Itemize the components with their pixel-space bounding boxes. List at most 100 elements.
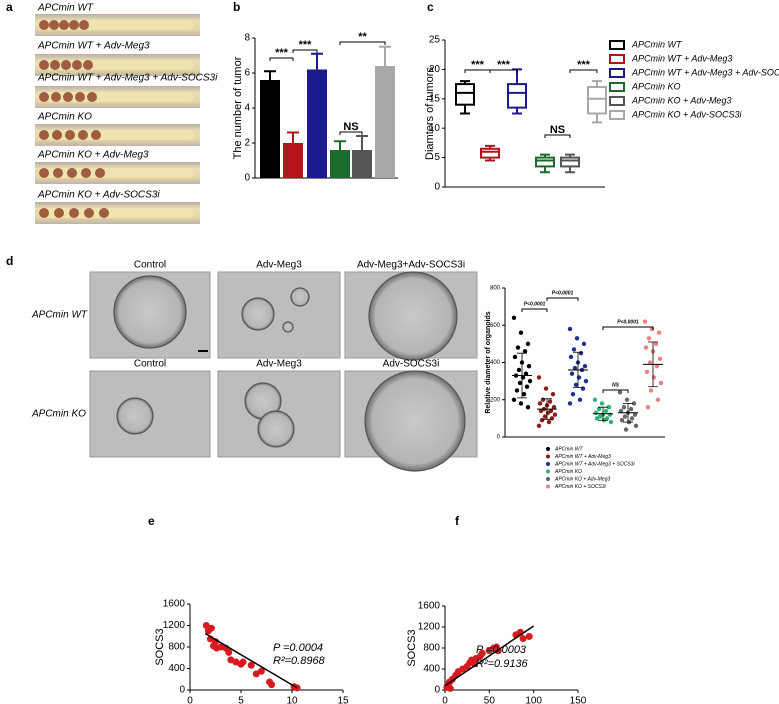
y-tick-label: 200 — [490, 397, 501, 403]
legend-label: APCmin WT — [554, 446, 583, 452]
point — [582, 364, 588, 369]
bar — [330, 150, 350, 178]
tumor-spot — [84, 208, 94, 218]
fit-line — [444, 625, 535, 687]
point — [617, 390, 623, 395]
error-bar — [334, 140, 346, 150]
stat-label: P =0.0003 — [476, 644, 527, 656]
point — [478, 649, 486, 657]
photo-label: APCmin WT + Adv-Meg3 + Adv-SOCS3i — [37, 73, 218, 84]
point — [644, 369, 650, 375]
box — [535, 156, 555, 168]
row-label: APCmin WT — [31, 310, 88, 321]
point — [518, 401, 524, 406]
point — [621, 405, 627, 410]
point — [568, 354, 574, 360]
point — [622, 414, 628, 419]
point — [524, 384, 530, 389]
y-tick-label: 2 — [244, 138, 250, 149]
organoid — [116, 397, 154, 435]
significance-label: *** — [275, 47, 289, 59]
photo-label: APCmin KO — [37, 112, 92, 123]
legend-label: APCmin KO — [554, 469, 582, 475]
stat-label: R²=0.8968 — [273, 655, 326, 667]
x-tick-label: 0 — [187, 696, 193, 704]
point — [540, 397, 546, 402]
significance-label: P<0.0001 — [617, 319, 639, 325]
point — [658, 380, 664, 386]
sd-bar — [517, 352, 527, 399]
tumor-spot — [95, 168, 105, 178]
legend-swatch — [546, 447, 550, 451]
tumor-spot — [39, 20, 49, 30]
point — [651, 375, 657, 380]
legend-swatch — [546, 477, 550, 481]
point — [519, 635, 527, 643]
tumor-spot — [81, 168, 91, 178]
point — [539, 418, 545, 423]
point — [603, 408, 609, 414]
legend-label: APCmin KO + Adv-Meg3 — [554, 476, 610, 482]
legend-label: APCmin WT — [631, 39, 683, 49]
point — [570, 391, 576, 397]
point — [525, 341, 531, 347]
significance-bracket — [292, 49, 318, 53]
tumor-spot — [53, 168, 63, 178]
tumor-spot — [39, 168, 49, 178]
legend-swatch — [546, 469, 550, 474]
y-axis-label: SOCS3 — [154, 628, 166, 665]
point — [545, 410, 551, 415]
point — [654, 364, 660, 369]
point — [645, 405, 651, 410]
y-tick-label: 4 — [244, 103, 250, 114]
y-tick-label: 800 — [168, 642, 185, 653]
significance-label: ** — [358, 31, 367, 43]
point — [225, 648, 233, 656]
significance-label: *** — [577, 59, 591, 71]
point — [239, 658, 247, 666]
point — [547, 399, 553, 404]
organoid — [282, 321, 294, 333]
photo-label: APCmin KO + Adv-SOCS3i — [37, 190, 160, 201]
y-tick-label: 25 — [429, 35, 441, 46]
point — [606, 405, 612, 410]
point — [583, 378, 589, 384]
organoid — [257, 410, 295, 448]
tumor-spot — [65, 130, 75, 140]
significance-bracket — [269, 57, 294, 61]
legend-swatch — [609, 40, 625, 50]
point — [577, 397, 583, 402]
stat-label: R²=0.9136 — [476, 658, 529, 670]
legend-swatch — [609, 96, 625, 106]
panel-letter: b — [233, 0, 240, 14]
error-bar — [287, 131, 299, 143]
organoid — [364, 370, 466, 472]
y-tick-label: 800 — [423, 643, 440, 654]
point — [538, 408, 544, 414]
tumor-spot — [63, 92, 73, 102]
point — [527, 378, 533, 384]
y-tick-label: 400 — [490, 360, 501, 366]
y-tick-label: 5 — [434, 152, 440, 163]
x-tick-label: 0 — [442, 696, 448, 704]
box — [560, 156, 580, 168]
point — [526, 364, 532, 369]
significance-bracket — [569, 69, 598, 73]
point — [607, 412, 613, 417]
point — [550, 391, 556, 397]
significance-bracket — [602, 326, 654, 330]
tumor-spot — [79, 20, 89, 30]
point — [522, 349, 528, 354]
point — [624, 397, 630, 402]
significance-label: NS — [612, 382, 620, 388]
point — [516, 367, 522, 373]
legend-label: APCmin KO + Adv-Meg3 — [631, 95, 731, 105]
point — [657, 356, 663, 361]
point — [567, 326, 573, 332]
point — [511, 397, 517, 402]
column-label: Adv-SOCS3i — [383, 359, 440, 370]
y-tick-label: 8 — [244, 33, 250, 44]
point — [512, 354, 518, 360]
organoid — [113, 275, 187, 349]
panel-letter: e — [148, 514, 155, 528]
